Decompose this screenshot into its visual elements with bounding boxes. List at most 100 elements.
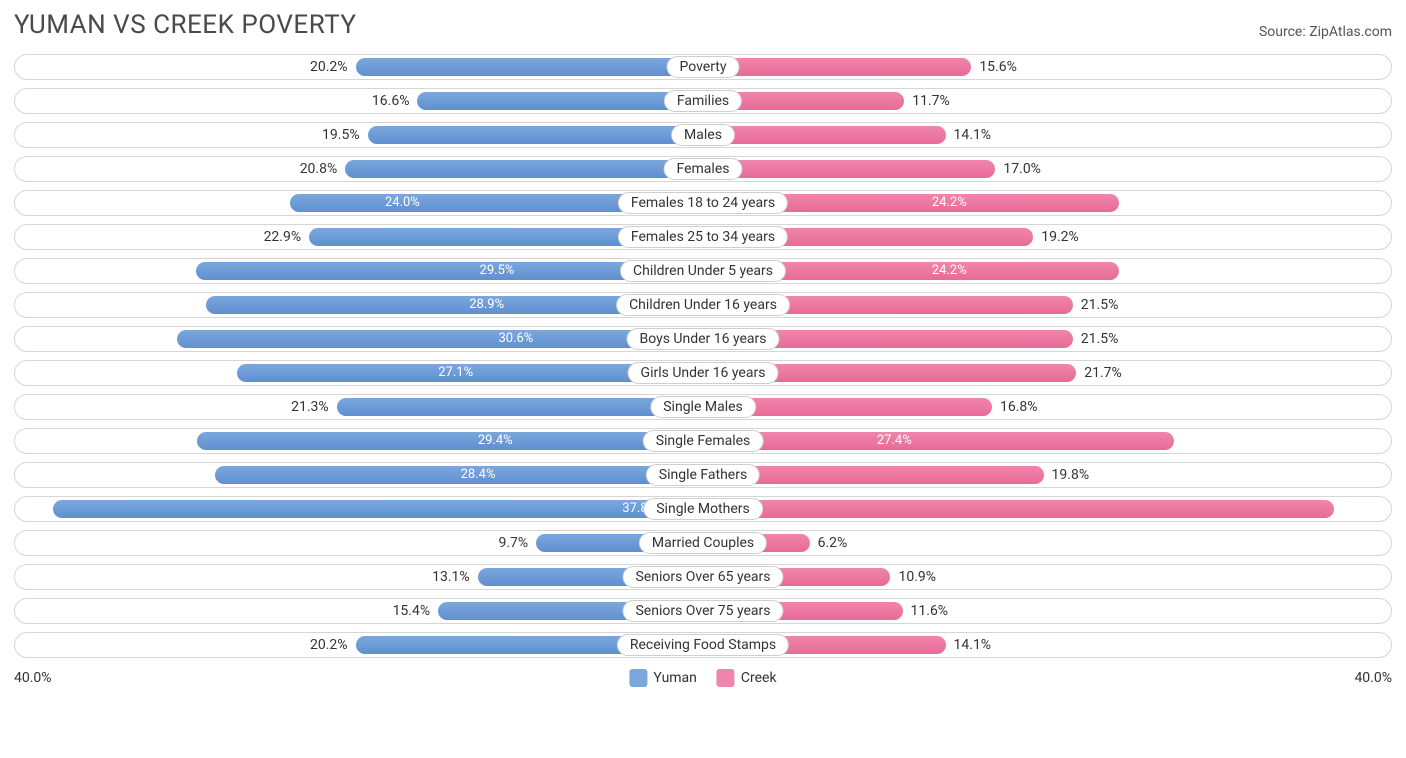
chart-row: 27.1% 21.7% Girls Under 16 years <box>14 360 1392 386</box>
category-label: Females 18 to 24 years <box>618 192 788 214</box>
row-left-half: 22.9% <box>15 225 703 249</box>
chart-row: 37.8%36.7%Single Mothers <box>14 496 1392 522</box>
value-label-creek: 6.2% <box>810 531 848 555</box>
value-label-yuman: 16.6% <box>372 89 418 113</box>
row-right-half: 6.2% <box>703 531 1391 555</box>
row-right-half: 27.4% <box>703 429 1391 453</box>
row-left-half: 24.0% <box>15 191 703 215</box>
value-label-creek: 19.2% <box>1033 225 1079 249</box>
chart-row: 13.1%10.9%Seniors Over 65 years <box>14 564 1392 590</box>
row-right-half: 15.6% <box>703 55 1391 79</box>
legend-label-creek: Creek <box>741 670 777 686</box>
chart-header: YUMAN VS CREEK POVERTY Source: ZipAtlas.… <box>14 10 1392 40</box>
axis-max-left: 40.0% <box>14 670 52 686</box>
bar-creek <box>703 58 971 76</box>
value-label-creek: 11.7% <box>904 89 950 113</box>
value-label-yuman: 15.4% <box>393 599 439 623</box>
value-label-creek: 21.5% <box>1073 327 1119 351</box>
chart-area: 20.2%15.6%Poverty16.6%11.7%Families19.5%… <box>14 54 1392 658</box>
legend-item-yuman: Yuman <box>629 669 696 687</box>
category-label: Seniors Over 65 years <box>622 566 783 588</box>
row-left-half: 13.1% <box>15 565 703 589</box>
row-left-half: 20.2% <box>15 633 703 657</box>
value-label-yuman: 29.4% <box>470 429 521 453</box>
bar-yuman <box>337 398 703 416</box>
value-label-creek: 19.8% <box>1044 463 1090 487</box>
chart-footer: 40.0% Yuman Creek 40.0% <box>14 666 1392 690</box>
row-right-half: 17.0% <box>703 157 1391 181</box>
axis-max-right: 40.0% <box>1354 670 1392 686</box>
row-right-half: 21.7% <box>703 361 1391 385</box>
value-label-creek: 14.1% <box>946 633 992 657</box>
category-label: Girls Under 16 years <box>628 362 779 384</box>
value-label-yuman: 9.7% <box>498 531 536 555</box>
bar-yuman <box>368 126 703 144</box>
row-left-half: 16.6% <box>15 89 703 113</box>
value-label-yuman: 21.3% <box>291 395 337 419</box>
value-label-yuman: 29.5% <box>472 259 523 283</box>
row-right-half: 24.2% <box>703 191 1391 215</box>
value-label-yuman: 13.1% <box>432 565 478 589</box>
value-label-creek: 14.1% <box>946 123 992 147</box>
value-label-creek: 24.2% <box>924 259 975 283</box>
category-label: Single Mothers <box>643 498 763 520</box>
value-label-yuman: 27.1% <box>430 361 481 385</box>
chart-row: 20.2%15.6%Poverty <box>14 54 1392 80</box>
value-label-creek: 16.8% <box>992 395 1038 419</box>
category-label: Single Females <box>643 430 764 452</box>
legend-swatch-yuman <box>629 669 647 687</box>
category-label: Children Under 5 years <box>620 260 786 282</box>
row-left-half: 27.1% <box>15 361 703 385</box>
row-left-half: 20.2% <box>15 55 703 79</box>
value-label-creek: 21.7% <box>1076 361 1122 385</box>
bar-creek <box>703 160 995 178</box>
chart-row: 21.3%16.8%Single Males <box>14 394 1392 420</box>
bar-yuman <box>417 92 703 110</box>
chart-row: 20.2% 14.1% Receiving Food Stamps <box>14 632 1392 658</box>
chart-row: 9.7%6.2%Married Couples <box>14 530 1392 556</box>
bar-yuman <box>345 160 703 178</box>
row-left-half: 29.4% <box>15 429 703 453</box>
value-label-yuman: 19.5% <box>322 123 368 147</box>
category-label: Males <box>671 124 735 146</box>
chart-source: Source: ZipAtlas.com <box>1259 24 1392 40</box>
row-left-half: 19.5% <box>15 123 703 147</box>
chart-row: 22.9% 19.2% Females 25 to 34 years <box>14 224 1392 250</box>
category-label: Children Under 16 years <box>616 294 790 316</box>
legend-swatch-creek <box>717 669 735 687</box>
value-label-yuman: 28.9% <box>461 293 512 317</box>
value-label-creek: 11.6% <box>903 599 949 623</box>
row-left-half: 21.3% <box>15 395 703 419</box>
legend-label-yuman: Yuman <box>653 670 696 686</box>
value-label-creek: 24.2% <box>924 191 975 215</box>
legend: Yuman Creek <box>629 669 776 687</box>
category-label: Poverty <box>666 56 739 78</box>
bar-yuman <box>177 330 703 348</box>
category-label: Receiving Food Stamps <box>617 634 789 656</box>
row-right-half: 36.7% <box>703 497 1391 521</box>
bar-creek <box>703 126 946 144</box>
row-right-half: 16.8% <box>703 395 1391 419</box>
chart-title: YUMAN VS CREEK POVERTY <box>14 10 357 40</box>
source-name: ZipAtlas.com <box>1309 24 1392 40</box>
chart-row: 29.4% 27.4% Single Females <box>14 428 1392 454</box>
chart-row: 19.5% 14.1% Males <box>14 122 1392 148</box>
legend-item-creek: Creek <box>717 669 777 687</box>
value-label-creek: 27.4% <box>869 429 920 453</box>
category-label: Females 25 to 34 years <box>618 226 788 248</box>
chart-row: 15.4%11.6%Seniors Over 75 years <box>14 598 1392 624</box>
value-label-yuman: 20.2% <box>310 633 356 657</box>
row-left-half: 29.5% <box>15 259 703 283</box>
category-label: Boys Under 16 years <box>626 328 779 350</box>
chart-row: 30.6% 21.5% Boys Under 16 years <box>14 326 1392 352</box>
row-right-half: 14.1% <box>703 633 1391 657</box>
value-label-yuman: 28.4% <box>453 463 504 487</box>
chart-row: 29.5% 24.2% Children Under 5 years <box>14 258 1392 284</box>
row-left-half: 20.8% <box>15 157 703 181</box>
row-right-half: 19.8% <box>703 463 1391 487</box>
value-label-yuman: 30.6% <box>490 327 541 351</box>
category-label: Single Fathers <box>646 464 760 486</box>
row-left-half: 28.9% <box>15 293 703 317</box>
row-right-half: 21.5% <box>703 293 1391 317</box>
category-label: Females <box>664 158 743 180</box>
